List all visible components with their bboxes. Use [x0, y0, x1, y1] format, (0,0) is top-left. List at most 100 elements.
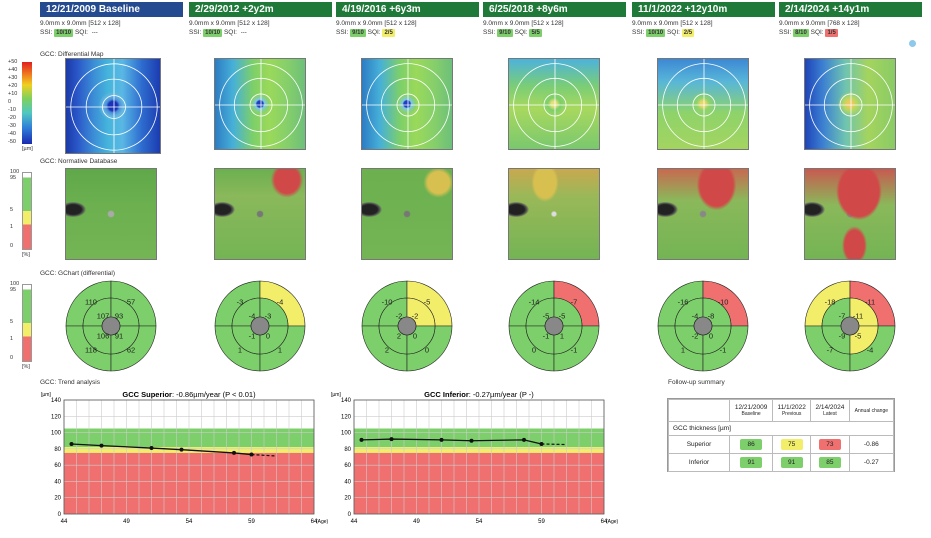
- sqi-label: SQI:: [514, 29, 528, 36]
- y-axis-unit: [µm]: [331, 392, 341, 398]
- differential-map-label: GCC: Differential Map: [40, 51, 104, 58]
- gchart-sector-value: -14: [529, 298, 540, 307]
- gchart-diagram[interactable]: -18 -11 -7 -11 -9 -5 -7 -4: [804, 280, 896, 372]
- summary-col-annual-change: Annual change: [848, 399, 895, 422]
- scale-tick-label: -10: [8, 107, 16, 113]
- scale-tick-label: -50: [8, 139, 16, 145]
- scan-info: 9.0mm x 9.0mm [768 x 128] SSI: 8/10 SQI: …: [779, 19, 860, 37]
- summary-row-inferior: Inferior 91 91 85 -0.27: [668, 453, 895, 472]
- scale-tick-label: 95: [10, 287, 17, 293]
- gchart-label: GCC: GChart (differential): [40, 270, 116, 277]
- y-axis-unit: [µm]: [41, 392, 51, 398]
- differential-map-image[interactable]: [214, 58, 306, 150]
- gchart-center: [840, 316, 860, 336]
- gchart-sector-value: -1: [543, 332, 550, 341]
- gchart-sector-value: -11: [865, 298, 875, 307]
- gchart-center: [397, 316, 417, 336]
- value-chip: 91: [740, 457, 763, 468]
- visit-header[interactable]: 6/25/2018 +8y6m: [483, 2, 626, 17]
- gchart-diagram[interactable]: 110 57 107 93 106 91 118 62: [65, 280, 157, 372]
- plot-frame: [353, 399, 605, 515]
- sqi-label: SQI:: [666, 29, 680, 36]
- annual-change: -0.86: [848, 435, 895, 454]
- gchart-center: [693, 316, 713, 336]
- gchart-diagram[interactable]: -14 -7 -5 -5 -1 1 0 -1: [508, 280, 600, 372]
- sqi-badge: ---: [91, 30, 98, 36]
- differential-map-image[interactable]: [361, 58, 453, 150]
- scale-tick-label: 95: [10, 175, 17, 181]
- scan-info: 9.0mm x 9.0mm [512 x 128] SSI: 10/10 SQI:…: [632, 19, 713, 37]
- gchart-diagram[interactable]: -3 -4-4 -3-1 01 1: [214, 280, 306, 372]
- gchart-diagram[interactable]: -10 -5 -2 -2 2 0 2 0: [361, 280, 453, 372]
- gchart-sector-value: 93: [115, 312, 123, 321]
- gchart-sector-value: -5: [424, 298, 431, 307]
- y-tick-label: 20: [54, 496, 61, 502]
- ssi-badge: 10/10: [646, 29, 666, 37]
- normative-map-image[interactable]: [657, 168, 749, 260]
- scale-tick-label: +30: [8, 75, 18, 81]
- visit-header[interactable]: 2/14/2024 +14y1m: [779, 2, 922, 17]
- ssi-label: SSI:: [189, 29, 202, 36]
- scale-tick-label: +10: [8, 91, 18, 97]
- scale-tick-label: 1: [10, 224, 14, 230]
- visit-header[interactable]: 12/21/2009 Baseline: [40, 2, 183, 17]
- gchart-sector-value: -2: [412, 312, 419, 321]
- trend-projection-line: [541, 443, 567, 446]
- gchart-diagram[interactable]: -16 -10 -4 -8 -2 0 1 -1: [657, 280, 749, 372]
- differential-map-image[interactable]: [804, 58, 896, 150]
- scan-size: 9.0mm x 9.0mm [512 x 128]: [632, 20, 713, 27]
- gchart-sector-value: 1: [238, 346, 242, 355]
- y-tick-label: 0: [348, 512, 352, 518]
- visit-header[interactable]: 4/19/2016 +6y3m: [336, 2, 479, 17]
- trend-point: [249, 452, 254, 457]
- scale-unit: [%]: [22, 252, 30, 258]
- normative-map-image[interactable]: [65, 168, 157, 260]
- gchart-sector-value: -8: [708, 312, 715, 321]
- differential-map-image[interactable]: [657, 58, 749, 150]
- normative-color-scale: [22, 172, 32, 250]
- scan-size: 9.0mm x 9.0mm [768 x 128]: [779, 20, 860, 27]
- gchart-sector-value: -2: [692, 332, 699, 341]
- gchart-sector-value: -3: [265, 312, 272, 321]
- y-tick-label: 60: [344, 463, 351, 469]
- differential-map-image[interactable]: [508, 58, 600, 150]
- scale-unit: [µm]: [22, 146, 33, 152]
- trend-line: [361, 438, 542, 445]
- scale-tick-label: 100: [10, 169, 20, 175]
- x-tick-label: 44: [61, 519, 68, 525]
- gchart-sector-value: 0: [709, 332, 713, 341]
- y-tick-label: 60: [54, 463, 61, 469]
- gchart-sector-value: 106: [97, 332, 110, 341]
- y-tick-label: 140: [51, 398, 62, 404]
- info-icon[interactable]: [909, 40, 916, 47]
- gchart-sector-value: -5: [559, 312, 566, 321]
- scale-tick-label: +40: [8, 67, 18, 73]
- sqi-label: SQI:: [810, 29, 824, 36]
- normative-map-image[interactable]: [508, 168, 600, 260]
- visit-header[interactable]: 2/29/2012 +2y2m: [189, 2, 332, 17]
- followup-summary-table: 12/21/2009 Baseline 11/1/2022 Previous 2/1…: [667, 398, 895, 472]
- value-chip: 91: [780, 457, 803, 468]
- gchart-sector-value: -1: [249, 332, 256, 341]
- ssi-badge: 9/10: [497, 29, 513, 37]
- value-chip: 86: [740, 439, 763, 450]
- gchart-sector-value: -7: [839, 312, 846, 321]
- visit-header[interactable]: 11/1/2022 +12y10m: [632, 2, 775, 17]
- gchart-sector-value: 1: [278, 346, 282, 355]
- x-tick-label: 54: [476, 519, 483, 525]
- differential-map-image[interactable]: [65, 58, 161, 154]
- gchart-sector-value: 110: [85, 298, 97, 307]
- summary-section-title: GCC thickness [µm]: [668, 421, 894, 436]
- x-tick-label: 44: [351, 519, 358, 525]
- trend-point: [359, 437, 364, 442]
- scan-size: 9.0mm x 9.0mm [512 x 128]: [189, 20, 270, 27]
- x-tick-label: 64: [601, 519, 608, 525]
- normative-map-image[interactable]: [214, 168, 306, 260]
- scan-info: 9.0mm x 9.0mm [512 x 128] SSI: 9/10 SQI: …: [336, 19, 417, 37]
- trend-point: [69, 441, 74, 446]
- ssi-badge: 8/10: [793, 29, 809, 37]
- gchart-sector-value: 62: [127, 346, 135, 355]
- normative-map-image[interactable]: [804, 168, 896, 260]
- normative-database-label: GCC: Normative Database: [40, 158, 118, 165]
- normative-map-image[interactable]: [361, 168, 453, 260]
